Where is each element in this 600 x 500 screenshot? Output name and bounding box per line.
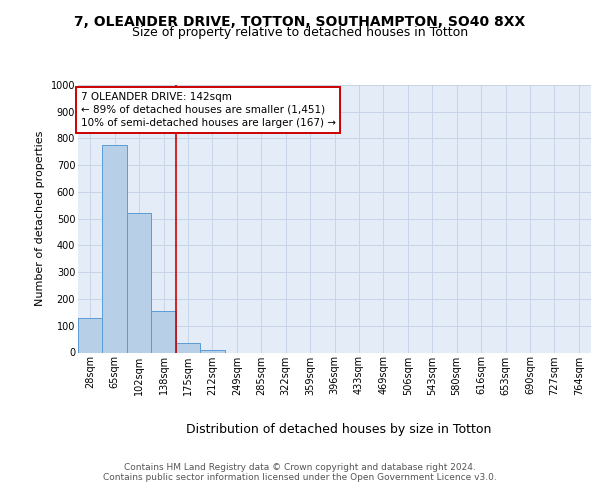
Text: Contains HM Land Registry data © Crown copyright and database right 2024.: Contains HM Land Registry data © Crown c… — [124, 462, 476, 471]
Text: Contains public sector information licensed under the Open Government Licence v3: Contains public sector information licen… — [103, 472, 497, 482]
Bar — [200, 350, 224, 352]
Bar — [151, 311, 176, 352]
Bar — [176, 342, 200, 352]
Bar — [103, 145, 127, 352]
Bar — [127, 214, 151, 352]
Bar — [78, 318, 103, 352]
Text: Size of property relative to detached houses in Totton: Size of property relative to detached ho… — [132, 26, 468, 39]
Y-axis label: Number of detached properties: Number of detached properties — [35, 131, 45, 306]
Text: 7 OLEANDER DRIVE: 142sqm
← 89% of detached houses are smaller (1,451)
10% of sem: 7 OLEANDER DRIVE: 142sqm ← 89% of detach… — [80, 92, 335, 128]
Text: Distribution of detached houses by size in Totton: Distribution of detached houses by size … — [187, 422, 491, 436]
Text: 7, OLEANDER DRIVE, TOTTON, SOUTHAMPTON, SO40 8XX: 7, OLEANDER DRIVE, TOTTON, SOUTHAMPTON, … — [74, 15, 526, 29]
